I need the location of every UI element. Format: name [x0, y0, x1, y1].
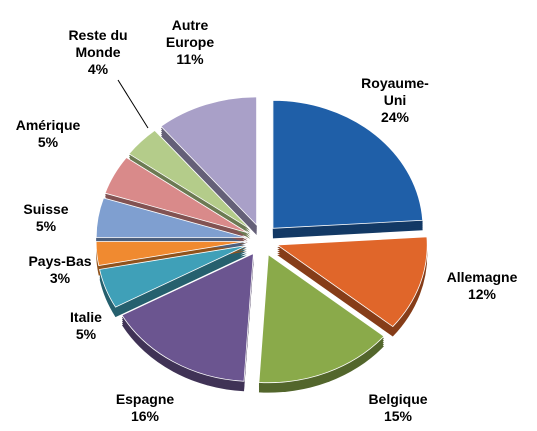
- label-line: Italie: [70, 309, 102, 325]
- label-line: Belgique: [368, 391, 427, 407]
- slice: [121, 252, 254, 382]
- label-line: Reste du: [68, 27, 127, 43]
- value-label: 5%: [36, 218, 57, 234]
- slice: [276, 236, 428, 328]
- value-label: 4%: [88, 61, 109, 77]
- label-line: Pays-Bas: [28, 253, 91, 269]
- label-line: Allemagne: [447, 269, 518, 285]
- slice-label: Italie: [70, 309, 102, 325]
- slice: [160, 96, 257, 226]
- slice: [95, 241, 247, 266]
- slice: [272, 99, 424, 229]
- slice: [258, 253, 385, 384]
- label-line: Europe: [166, 34, 214, 50]
- label-line: Monde: [75, 44, 120, 60]
- slice-label: Autre Europe: [166, 17, 214, 50]
- slice-label: Reste du Monde: [68, 27, 127, 60]
- slice: [99, 245, 248, 308]
- slice-label: Suisse: [23, 201, 68, 217]
- value-label: 16%: [131, 408, 160, 424]
- label-line: Uni: [384, 92, 407, 108]
- label-line: Royaume-: [361, 75, 429, 91]
- slice-label: Allemagne: [447, 269, 518, 285]
- label-line: Espagne: [116, 391, 175, 407]
- slice: [104, 156, 248, 234]
- value-label: 12%: [468, 286, 497, 302]
- value-label: 5%: [38, 134, 59, 150]
- slice: [128, 129, 251, 230]
- slice-label: Amérique: [16, 117, 81, 133]
- slice-label: Royaume-Uni: [361, 75, 429, 108]
- leader-line: [117, 79, 149, 129]
- slice-label: Belgique: [368, 391, 427, 407]
- value-label: 11%: [176, 51, 204, 67]
- slice: [95, 197, 247, 238]
- value-label: 24%: [381, 109, 410, 125]
- value-label: 3%: [50, 270, 71, 286]
- slice-label: Pays-Bas: [28, 253, 91, 269]
- label-line: Suisse: [23, 201, 68, 217]
- value-label: 5%: [76, 326, 97, 342]
- label-line: Autre: [172, 17, 209, 33]
- label-line: Amérique: [16, 117, 81, 133]
- slice-label: Espagne: [116, 391, 175, 407]
- value-label: 15%: [384, 408, 413, 424]
